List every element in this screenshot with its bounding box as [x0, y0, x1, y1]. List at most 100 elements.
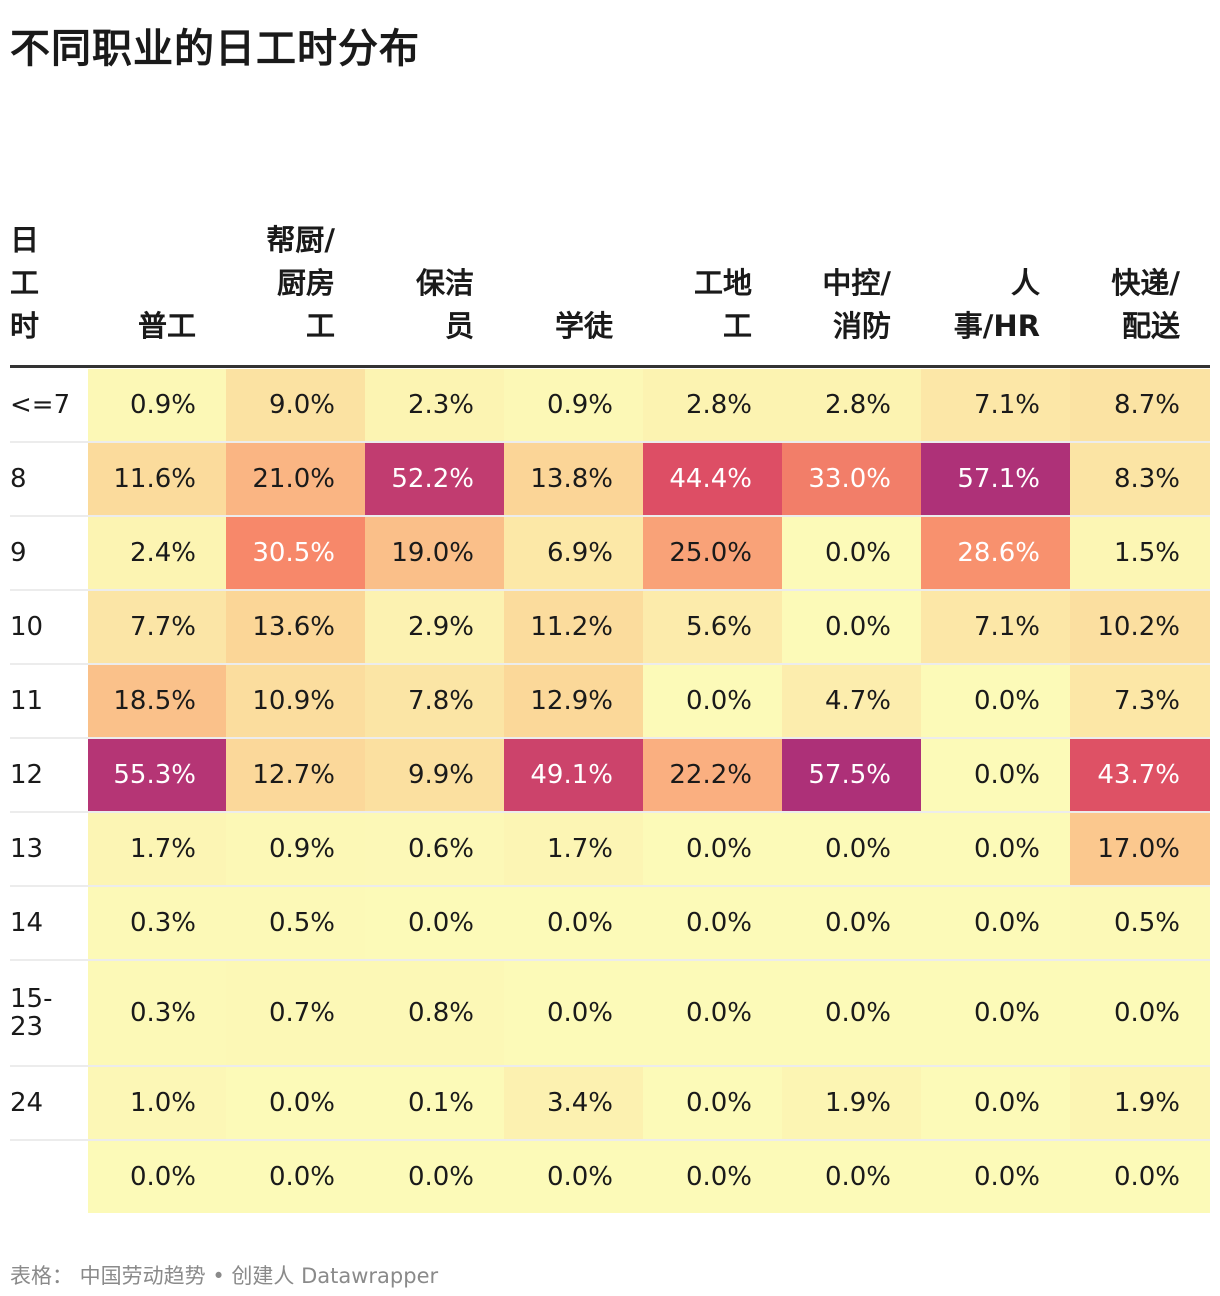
heatmap-cell: 0.3% — [88, 961, 226, 1065]
heatmap-cell: 57.1% — [921, 443, 1070, 515]
heatmap-cell: 0.0% — [504, 887, 643, 959]
heatmap-cell: 0.0% — [921, 739, 1070, 811]
heatmap-cell: 0.0% — [782, 591, 921, 663]
heatmap-cell: 2.8% — [643, 369, 782, 441]
heatmap-cell: 7.1% — [921, 369, 1070, 441]
heatmap-cell: 11.2% — [504, 591, 643, 663]
heatmap-cell: 0.0% — [921, 665, 1070, 737]
row-label: 9 — [10, 517, 88, 589]
heatmap-cell: 5.6% — [643, 591, 782, 663]
heatmap-cell: 0.9% — [504, 369, 643, 441]
row-label: <=7 — [10, 369, 88, 441]
heatmap-cell: 2.8% — [782, 369, 921, 441]
row-header-label: 日 工 时 — [10, 223, 40, 343]
table-row: 15- 23 0.3% 0.7% 0.8% 0.0% 0.0% 0.0% 0.0% 0.0% — [10, 961, 1210, 1067]
heatmap-cell: 18.5% — [88, 665, 226, 737]
table-row: 11 18.5% 10.9% 7.8% 12.9% 0.0% 4.7% 0.0% 7.3% — [10, 665, 1210, 739]
heatmap-cell: 6.9% — [504, 517, 643, 589]
heatmap-cell: 44.4% — [643, 443, 782, 515]
chart-title: 不同职业的日工时分布 — [10, 26, 420, 72]
heatmap-cell: 1.5% — [1070, 517, 1210, 589]
heatmap-cell: 8.7% — [1070, 369, 1210, 441]
column-header: 中控/ 消防 — [822, 266, 891, 343]
heatmap-cell: 0.0% — [1070, 961, 1210, 1065]
row-label: 14 — [10, 887, 88, 959]
heatmap-cell: 28.6% — [921, 517, 1070, 589]
heatmap-cell: 57.5% — [782, 739, 921, 811]
row-label: 11 — [10, 665, 88, 737]
heatmap-cell: 2.9% — [365, 591, 504, 663]
heatmap-cell: 0.0% — [782, 517, 921, 589]
heatmap-cell: 7.8% — [365, 665, 504, 737]
heatmap-cell: 0.0% — [643, 887, 782, 959]
heatmap-cell: 0.0% — [643, 665, 782, 737]
heatmap-cell: 19.0% — [365, 517, 504, 589]
heatmap-cell: 0.0% — [504, 1141, 643, 1213]
heatmap-cell: 13.8% — [504, 443, 643, 515]
heatmap-cell: 33.0% — [782, 443, 921, 515]
heatmap-cell: 0.0% — [921, 961, 1070, 1065]
heatmap-cell: 0.0% — [226, 1141, 365, 1213]
row-label: 8 — [10, 443, 88, 515]
column-header: 帮厨/ 厨房 工 — [266, 223, 335, 343]
heatmap-cell: 0.0% — [643, 1067, 782, 1139]
row-label: 24 — [10, 1067, 88, 1139]
heatmap-cell: 12.7% — [226, 739, 365, 811]
heatmap-cell: 25.0% — [643, 517, 782, 589]
table-row: 24 1.0% 0.0% 0.1% 3.4% 0.0% 1.9% 0.0% 1.9% — [10, 1067, 1210, 1141]
heatmap-cell: 1.7% — [88, 813, 226, 885]
heatmap-cell: 7.3% — [1070, 665, 1210, 737]
heatmap-cell: 13.6% — [226, 591, 365, 663]
heatmap-cell: 1.0% — [88, 1067, 226, 1139]
table-row: 8 11.6% 21.0% 52.2% 13.8% 44.4% 33.0% 57.1% 8.3% — [10, 443, 1210, 517]
column-header: 工地 工 — [693, 266, 752, 343]
row-label: 12 — [10, 739, 88, 811]
heatmap-cell: 22.2% — [643, 739, 782, 811]
heatmap-cell: 11.6% — [88, 443, 226, 515]
heatmap-cell: 52.2% — [365, 443, 504, 515]
row-label: 10 — [10, 591, 88, 663]
column-header: 学徒 — [554, 309, 613, 343]
table-row: 14 0.3% 0.5% 0.0% 0.0% 0.0% 0.0% 0.0% 0.5% — [10, 887, 1210, 961]
heatmap-cell: 49.1% — [504, 739, 643, 811]
table-row: <=7 0.9% 9.0% 2.3% 0.9% 2.8% 2.8% 7.1% 8.7% — [10, 369, 1210, 443]
heatmap-cell: 2.4% — [88, 517, 226, 589]
heatmap-cell: 2.3% — [365, 369, 504, 441]
heatmap-cell: 1.7% — [504, 813, 643, 885]
table-row: 9 2.4% 30.5% 19.0% 6.9% 25.0% 0.0% 28.6% 1.5% — [10, 517, 1210, 591]
heatmap-cell: 7.1% — [921, 591, 1070, 663]
heatmap-cell: 0.9% — [226, 813, 365, 885]
column-header: 保洁 员 — [415, 266, 474, 343]
table-row: 10 7.7% 13.6% 2.9% 11.2% 5.6% 0.0% 7.1% 10.2% — [10, 591, 1210, 665]
source-footer: 表格： 中国劳动趋势 • 创建人 Datawrapper — [10, 1264, 439, 1288]
row-label: 13 — [10, 813, 88, 885]
column-header: 快递/ 配送 — [1111, 266, 1180, 343]
table-row: 12 55.3% 12.7% 9.9% 49.1% 22.2% 57.5% 0.0% 43.7% — [10, 739, 1210, 813]
header-divider — [10, 365, 1210, 368]
column-header: 普工 — [137, 309, 196, 343]
heatmap-cell: 55.3% — [88, 739, 226, 811]
heatmap-cell: 21.0% — [226, 443, 365, 515]
heatmap-cell: 10.2% — [1070, 591, 1210, 663]
heatmap-table: <=7 0.9% 9.0% 2.3% 0.9% 2.8% 2.8% 7.1% 8.7% 8 11.6… — [10, 369, 1210, 1213]
heatmap-cell: 1.9% — [1070, 1067, 1210, 1139]
heatmap-cell: 0.3% — [88, 887, 226, 959]
row-label: 15- 23 — [10, 961, 88, 1065]
heatmap-cell: 0.0% — [1070, 1141, 1210, 1213]
heatmap-cell: 9.0% — [226, 369, 365, 441]
heatmap-cell: 0.0% — [782, 961, 921, 1065]
heatmap-cell: 0.0% — [921, 1067, 1070, 1139]
heatmap-cell: 0.0% — [643, 1141, 782, 1213]
heatmap-cell: 0.0% — [782, 887, 921, 959]
heatmap-cell: 8.3% — [1070, 443, 1210, 515]
heatmap-cell: 0.0% — [921, 1141, 1070, 1213]
heatmap-cell: 9.9% — [365, 739, 504, 811]
row-label — [10, 1141, 88, 1213]
heatmap-cell: 12.9% — [504, 665, 643, 737]
heatmap-cell: 17.0% — [1070, 813, 1210, 885]
heatmap-cell: 0.5% — [226, 887, 365, 959]
heatmap-cell: 0.0% — [226, 1067, 365, 1139]
heatmap-cell: 1.9% — [782, 1067, 921, 1139]
heatmap-cell: 0.9% — [88, 369, 226, 441]
heatmap-cell: 3.4% — [504, 1067, 643, 1139]
